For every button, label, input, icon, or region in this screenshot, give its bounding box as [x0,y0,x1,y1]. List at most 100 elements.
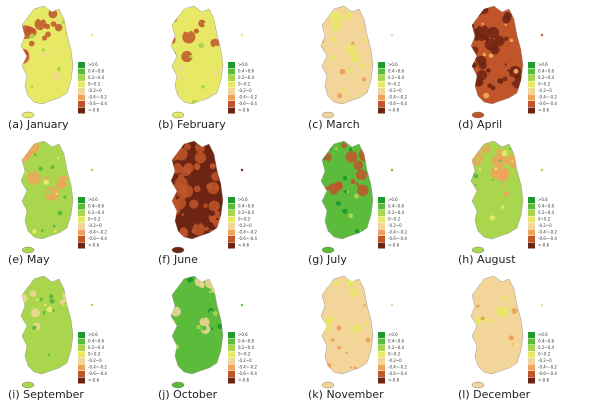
legend-swatch [528,377,535,384]
map [170,5,244,119]
region [354,229,359,233]
region [54,76,58,80]
region [488,341,492,345]
region [471,220,472,224]
region [185,44,191,51]
region [488,53,494,58]
legend-label: <-0.6 [388,108,400,113]
region [366,165,372,171]
legend-swatch [528,371,535,377]
legend-swatch [78,62,85,68]
regions [171,7,223,104]
region [359,301,362,305]
legend-swatch [528,88,535,94]
region [211,171,221,182]
korea-outline [470,5,524,105]
legend-swatch [228,364,235,371]
region [207,181,220,195]
region [56,156,60,160]
region [193,28,200,34]
map-panel: >0.6 0.4~0.60.2~0.4 0~0.2-0.2~0 -0.4~-0.2-0… [308,140,407,266]
legend-swatch [378,377,385,384]
legend-swatch [378,101,385,107]
region [199,98,203,102]
region [508,335,514,341]
region [515,56,519,60]
region [350,53,361,64]
region [210,38,220,48]
panel-caption: (d) April [458,118,502,131]
region [203,203,208,208]
region [505,315,510,319]
map-panel: >0.6 0.4~0.60.2~0.4 0~0.2-0.2~0 -0.4~-0.2-0… [158,140,257,266]
region [474,281,479,286]
region [171,304,175,310]
region [193,185,201,193]
region [352,324,362,334]
region [353,366,357,370]
legend-swatch [378,216,385,223]
region [41,48,45,52]
region [218,180,223,187]
region [515,230,522,237]
legend-label: 0~0.2 [88,82,101,87]
legend-swatch [378,81,385,88]
region [198,19,206,28]
region [321,318,331,333]
panel-caption: (i) September [8,388,84,401]
region [322,325,329,332]
region [217,323,223,329]
region [182,30,196,44]
legend-swatch [378,338,385,345]
region [42,28,47,33]
region [185,27,191,33]
legend-swatch [528,345,535,351]
legend-swatch [528,210,535,216]
region [503,300,507,303]
legend-swatch [228,107,235,114]
legend-swatch [228,75,235,81]
region [507,26,512,30]
region [364,279,368,283]
region [504,63,507,66]
region [34,18,47,31]
legend-label: -0.6~-0.4 [388,371,407,376]
region [511,160,514,163]
region [171,306,181,317]
region [349,366,353,369]
region [44,303,47,307]
region [333,281,339,286]
ulleung [90,33,94,37]
region [184,161,187,164]
legend-label: 0.4~0.6 [238,69,255,74]
region [471,143,475,150]
region [351,16,354,19]
ulleung [90,168,94,172]
region [40,229,44,232]
legend-swatch [528,94,535,101]
region [497,78,504,85]
legend-label: 0.4~0.6 [388,69,405,74]
region [335,200,341,206]
ulleung [390,33,394,37]
legend-label: -0.2~0 [88,223,102,228]
region [179,188,185,195]
region [212,8,217,13]
legend-label: 0.4~0.6 [88,204,105,209]
region [322,282,328,288]
legend-label: -0.2~0 [238,358,252,363]
region [474,318,481,325]
region [471,151,483,166]
legend-swatch [78,68,85,75]
region [485,169,490,174]
region [204,277,217,289]
legend-swatch [528,101,535,107]
region [183,163,194,174]
region [26,339,30,344]
legend-label: <-0.6 [238,378,250,383]
legend-label: 0.4~0.6 [238,204,255,209]
legend-label: <-0.6 [538,378,550,383]
region [198,357,205,364]
region [329,11,343,25]
region [189,9,192,13]
